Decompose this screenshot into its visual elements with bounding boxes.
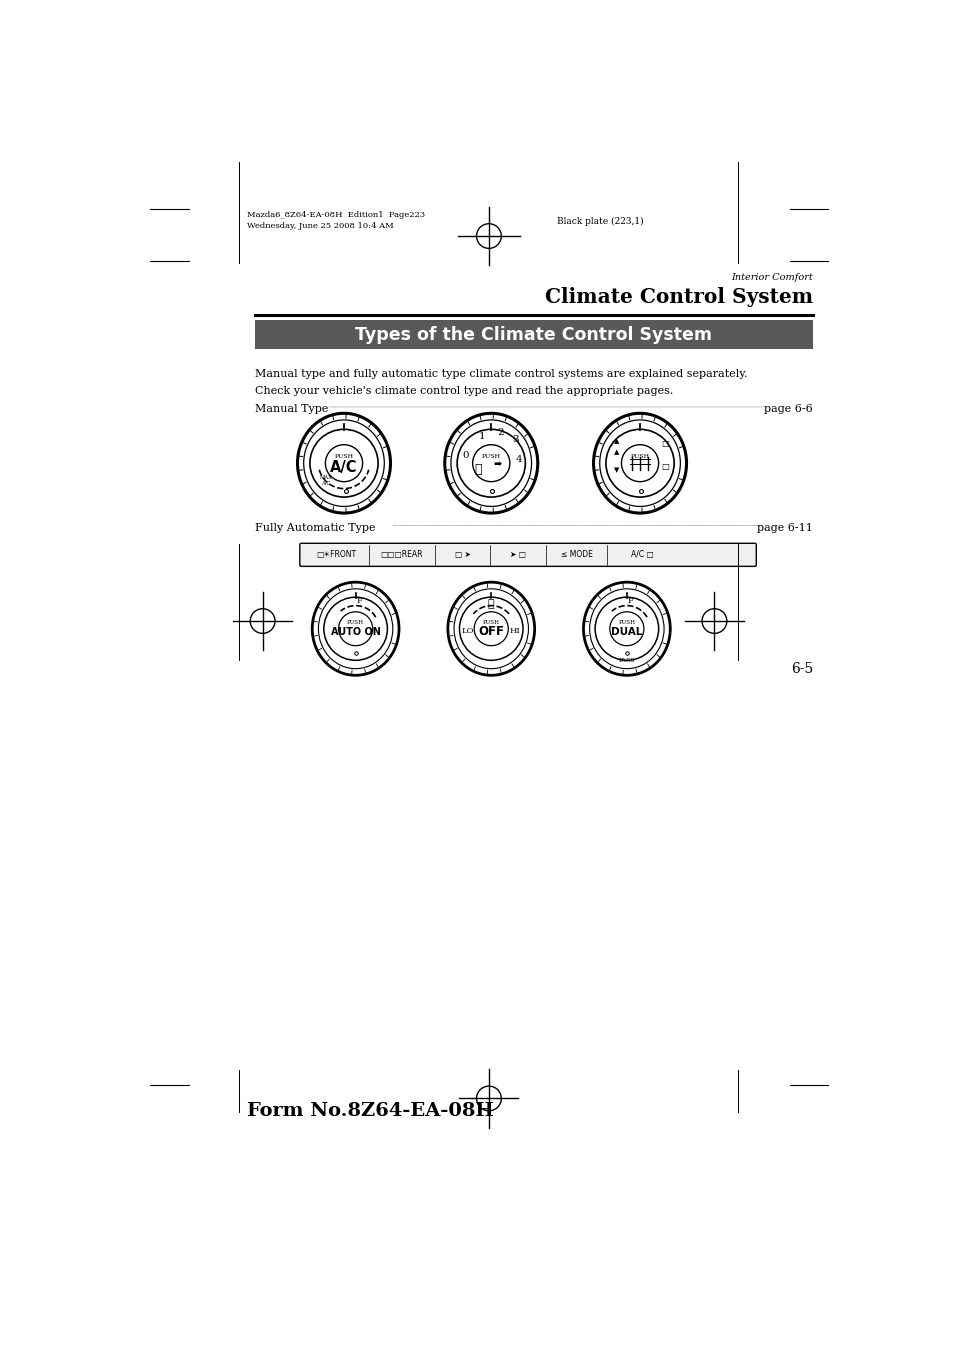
Text: 1: 1	[478, 431, 485, 440]
FancyBboxPatch shape	[254, 320, 812, 349]
Text: AUTO ON: AUTO ON	[331, 627, 380, 636]
Text: 6-5: 6-5	[790, 662, 812, 676]
Text: A/C □: A/C □	[631, 550, 654, 559]
Text: Fully Automatic Type: Fully Automatic Type	[254, 523, 375, 532]
Text: ★: ★	[474, 463, 481, 476]
Text: Black plate (223,1): Black plate (223,1)	[557, 218, 643, 227]
Text: ≤ MODE: ≤ MODE	[560, 550, 592, 559]
Text: OFF: OFF	[477, 626, 504, 638]
Text: PUSH: PUSH	[618, 620, 635, 624]
Text: 0: 0	[462, 451, 469, 459]
Text: Manual type and fully automatic type climate control systems are explained separ: Manual type and fully automatic type cli…	[254, 369, 746, 378]
Ellipse shape	[605, 430, 674, 497]
FancyBboxPatch shape	[299, 543, 756, 566]
Text: PUSH: PUSH	[630, 454, 649, 459]
Ellipse shape	[310, 430, 377, 497]
Text: Climate Control System: Climate Control System	[544, 286, 812, 307]
Circle shape	[609, 612, 643, 646]
Ellipse shape	[595, 597, 658, 661]
Text: PUSH: PUSH	[481, 454, 500, 459]
Text: Check your vehicle's climate control type and read the appropriate pages.: Check your vehicle's climate control typ…	[254, 386, 673, 396]
Text: 4: 4	[516, 455, 522, 463]
Ellipse shape	[456, 430, 525, 497]
Text: page 6-11: page 6-11	[757, 523, 812, 532]
Text: ➤ □: ➤ □	[510, 550, 526, 559]
Text: 2: 2	[497, 428, 503, 438]
Text: F: F	[356, 597, 362, 604]
Text: A/C: A/C	[330, 459, 357, 474]
Ellipse shape	[459, 597, 522, 661]
Text: LO: LO	[461, 627, 474, 635]
Circle shape	[474, 612, 508, 646]
Text: ▲: ▲	[614, 438, 618, 444]
Text: MAX
A/C: MAX A/C	[319, 474, 333, 485]
Text: Types of the Climate Control System: Types of the Climate Control System	[355, 326, 712, 343]
Text: Mazda6_8Z64-EA-08H  Edition1  Page223: Mazda6_8Z64-EA-08H Edition1 Page223	[247, 211, 425, 219]
Text: □□□REAR: □□□REAR	[380, 550, 422, 559]
Text: ★: ★	[487, 600, 494, 609]
Circle shape	[325, 444, 362, 482]
Text: □: □	[660, 462, 668, 471]
Text: Form No.8Z64-EA-08H: Form No.8Z64-EA-08H	[247, 1102, 494, 1120]
Text: F: F	[627, 597, 633, 604]
Text: page 6-6: page 6-6	[763, 404, 812, 415]
Text: ▲: ▲	[614, 449, 618, 455]
Text: Wednesday, June 25 2008 10:4 AM: Wednesday, June 25 2008 10:4 AM	[247, 223, 394, 230]
Text: □☀FRONT: □☀FRONT	[315, 550, 355, 559]
Ellipse shape	[323, 597, 387, 661]
Text: ➡: ➡	[493, 461, 501, 469]
Text: DUAL: DUAL	[611, 627, 642, 636]
Text: 3: 3	[512, 435, 518, 444]
Text: PUSH: PUSH	[335, 454, 354, 459]
Text: □: □	[660, 439, 668, 449]
Text: PUSH: PUSH	[482, 620, 499, 624]
Circle shape	[620, 444, 658, 482]
Text: ▼: ▼	[614, 467, 618, 473]
Text: □ ➤: □ ➤	[454, 550, 470, 559]
Text: HI: HI	[509, 627, 519, 635]
Text: Interior Comfort: Interior Comfort	[730, 273, 812, 282]
Circle shape	[338, 612, 373, 646]
Circle shape	[472, 444, 509, 482]
Text: PUSH: PUSH	[347, 620, 364, 624]
Text: Manual Type: Manual Type	[254, 404, 328, 415]
Text: PASS: PASS	[618, 658, 635, 663]
